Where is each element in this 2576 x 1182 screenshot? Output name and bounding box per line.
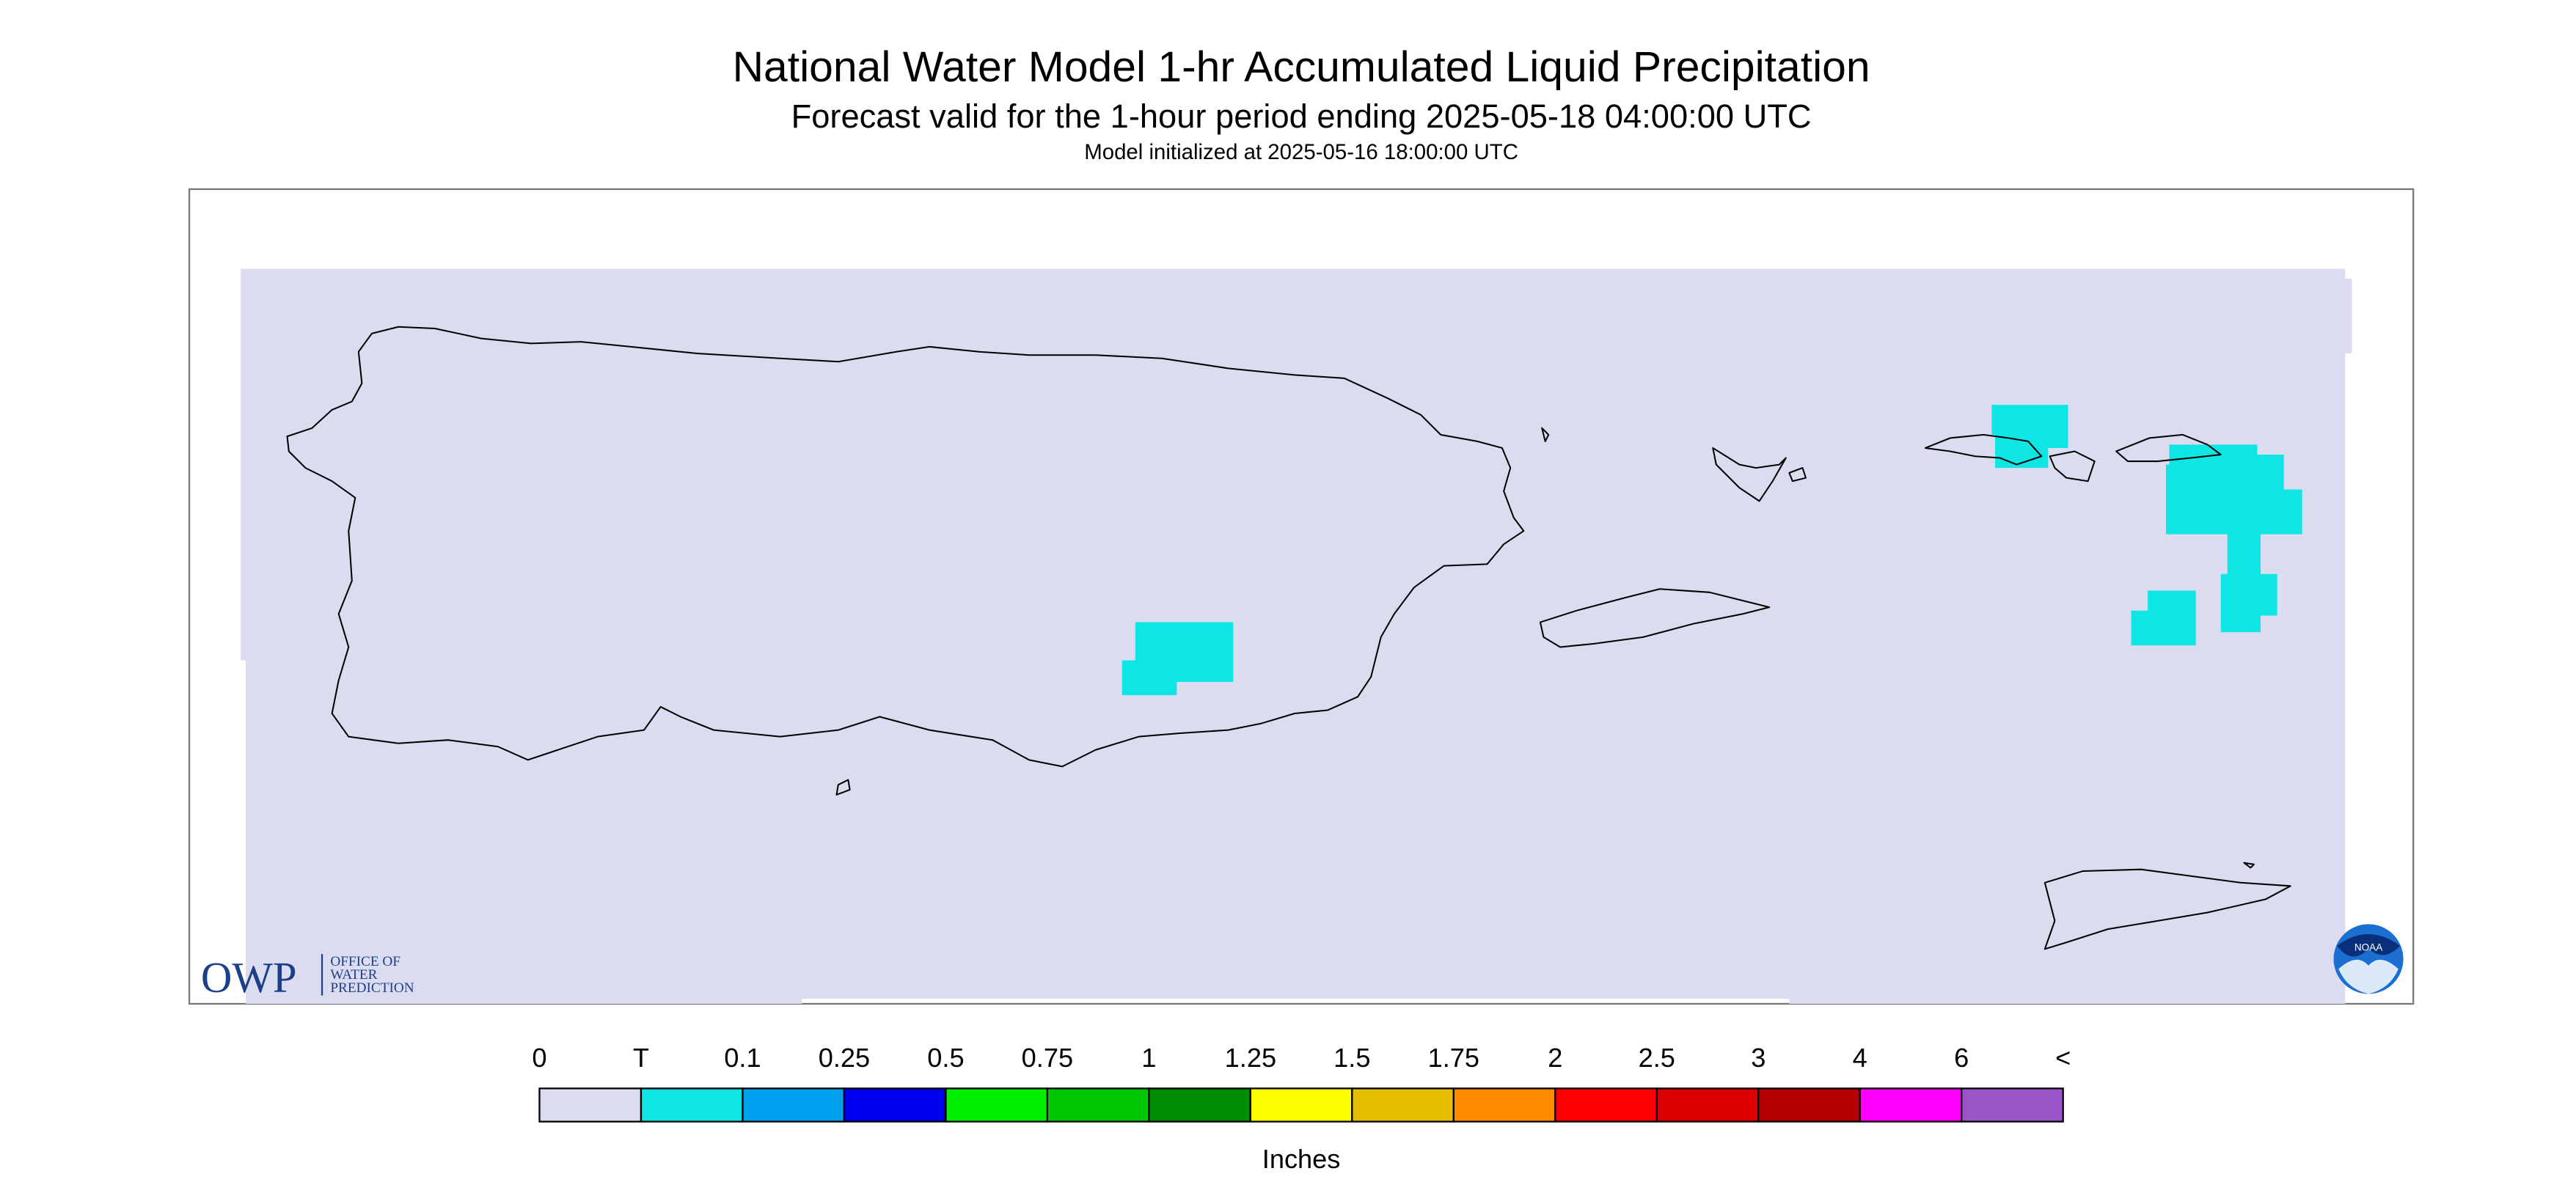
legend-label: 1 [1141,1043,1156,1073]
legend-label: 3 [1751,1043,1765,1073]
legend-label: 2 [1548,1043,1562,1073]
legend-swatch [1249,1087,1353,1123]
coastlines [286,326,2291,950]
legend-swatch [1046,1087,1150,1123]
owp-line: PREDICTION [330,980,414,996]
legend-label: 0.75 [1022,1043,1073,1073]
legend-swatch [945,1087,1049,1123]
legend-label: 0.5 [927,1043,964,1073]
legend-label: 6 [1954,1043,1969,1073]
legend-label: 1.5 [1333,1043,1370,1073]
title: National Water Model 1-hr Accumulated Li… [733,43,1870,91]
noaa-badge: NOAA [2354,942,2383,953]
legend-swatch [1452,1087,1556,1123]
noaa-logo: NOAA [2333,924,2404,994]
legend-label: 0.1 [724,1043,761,1073]
legend-swatch [1351,1087,1455,1123]
legend-label: 0.25 [819,1043,870,1073]
legend-label: 2.5 [1639,1043,1675,1073]
legend-swatch [1148,1087,1251,1123]
legend-swatch [1961,1087,2064,1123]
legend-label: 1.75 [1428,1043,1479,1073]
legend-swatch [538,1087,643,1123]
legend-swatch [1554,1087,1658,1123]
map: OWP OFFICE OF WATER PREDICTION NOAA [188,188,2415,1005]
legend-label: < [2055,1043,2071,1073]
legend-swatch [742,1087,846,1123]
owp-logo: OWP OFFICE OF WATER PREDICTION [201,954,414,1002]
owp-acronym: OWP [201,954,297,1002]
legend-unit: Inches [1262,1144,1341,1174]
legend-swatch [843,1087,947,1123]
legend-label: 0 [532,1043,546,1073]
owp-line: WATER [330,967,377,983]
legend-swatch [1757,1087,1861,1123]
legend-swatch [1859,1087,1963,1123]
owp-line: OFFICE OF [330,954,400,969]
legend-label: T [633,1043,649,1073]
subtitle: Forecast valid for the 1-hour period end… [791,98,1812,135]
legend-swatch [640,1087,744,1123]
precip-cells [1121,405,2302,696]
legend-swatch [1655,1087,1760,1123]
init-note: Model initialized at 2025-05-16 18:00:00… [1084,140,1518,164]
legend-label: 4 [1853,1043,1867,1073]
legend-label: 1.25 [1225,1043,1276,1073]
legend: 0 T 0.1 0.25 0.5 0.75 1 1.25 1.5 1.75 2 2.5 3 4 6 < [532,1043,2071,1123]
model-domain [241,268,2352,1004]
